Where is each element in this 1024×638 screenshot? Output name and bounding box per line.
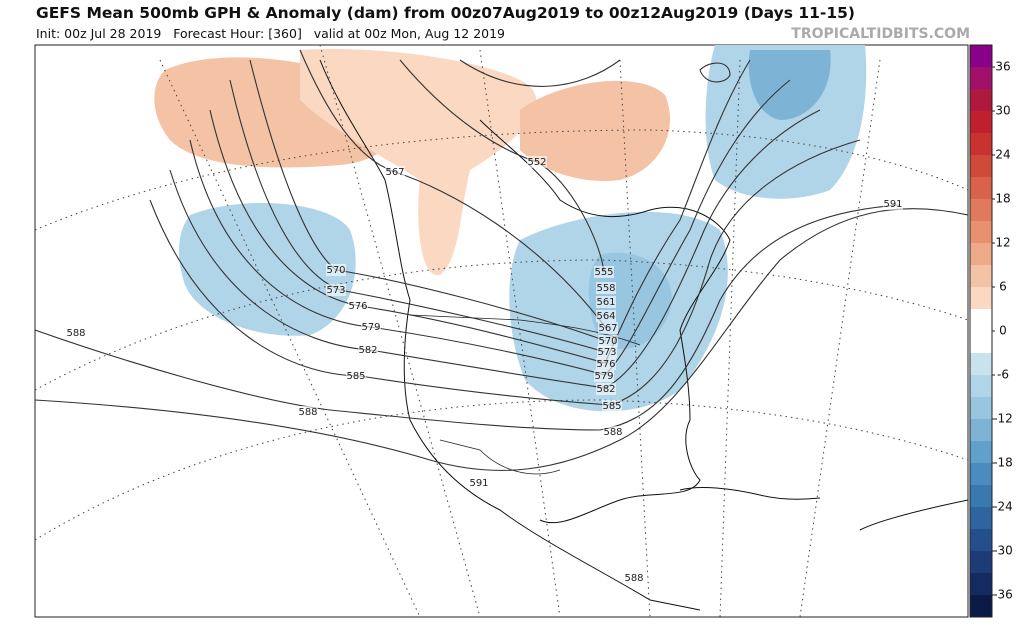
contour-label-bg	[527, 156, 547, 168]
colorbar-tick-label: -12	[993, 412, 1013, 426]
contour-label: 588	[66, 328, 85, 339]
contour-label: 579	[594, 371, 613, 382]
contour-label-bg	[596, 310, 616, 322]
contour-label: 567	[385, 167, 404, 178]
anomaly-positive	[300, 49, 537, 276]
contour-label-bg	[594, 266, 614, 278]
contour-label: 576	[348, 301, 367, 312]
contour-label: 591	[883, 199, 902, 210]
map	[34, 44, 969, 618]
colorbar-tick-label: -6	[997, 368, 1009, 382]
contour-label-bg	[596, 282, 616, 294]
contour-label: 579	[361, 322, 380, 333]
colorbar-segment	[970, 331, 992, 354]
contour-label: 582	[358, 345, 377, 356]
contour-label-bg	[66, 327, 86, 339]
colorbar-segment	[970, 243, 992, 266]
contour-label-bg	[597, 346, 617, 358]
colorbar-segment	[970, 265, 992, 288]
colorbar-segment	[970, 441, 992, 464]
contour-label: 588	[298, 407, 317, 418]
colorbar-segment	[970, 419, 992, 442]
subtitle: Init: 00z Jul 28 2019 Forecast Hour: [36…	[36, 26, 505, 41]
colorbar-segment	[970, 133, 992, 156]
colorbar-segment	[970, 199, 992, 222]
colorbar-segment	[970, 89, 992, 112]
colorbar-segment	[970, 155, 992, 178]
contour-label: 591	[469, 478, 488, 489]
contour-label: 588	[603, 427, 622, 438]
colorbar-tick-label: -30	[993, 544, 1013, 558]
colorbar-segment	[970, 397, 992, 420]
colorbar-tick-label: -18	[993, 456, 1013, 470]
contour-label: 588	[624, 573, 643, 584]
contour-label-bg	[598, 322, 618, 334]
colorbar-segment	[970, 221, 992, 244]
contour-label: 576	[596, 359, 615, 370]
brand: TROPICALTIDBITS.COM	[791, 26, 970, 42]
colorbar-segment	[970, 595, 992, 618]
anomaly-negative	[178, 203, 356, 336]
contour-label-bg	[358, 344, 378, 356]
contour-label: 573	[597, 347, 616, 358]
contour-label-bg	[326, 284, 346, 296]
colorbar-segment	[970, 463, 992, 486]
colorbar-segment	[970, 177, 992, 200]
colorbar-segment	[970, 353, 992, 376]
colorbar-tick-label: 30	[995, 104, 1010, 118]
contour-label-bg	[603, 426, 623, 438]
contour-label: 564	[596, 311, 615, 322]
contour-label-bg	[624, 572, 644, 584]
colorbar: 36 30 24 18 12 6 0 -6 -12 -18 -24 -30 -36	[969, 44, 1013, 618]
contour-label-bg	[596, 296, 616, 308]
title: GEFS Mean 500mb GPH & Anomaly (dam) from…	[36, 4, 855, 22]
contour-label-bg	[348, 300, 368, 312]
contour-label-bg	[598, 335, 618, 347]
contour-label: 570	[598, 336, 617, 347]
colorbar-segment	[970, 287, 992, 310]
contour-label-bg	[602, 400, 622, 412]
colorbar-tick-label: 18	[995, 192, 1010, 206]
contour-label: 555	[594, 267, 613, 278]
colorbar-segment	[970, 485, 992, 508]
contour-label: 552	[527, 157, 546, 168]
colorbar-tick-label: 12	[995, 236, 1010, 250]
colorbar-segment	[970, 573, 992, 596]
colorbar-segment	[970, 551, 992, 574]
anomaly-negative	[748, 50, 831, 120]
contour-label: 585	[346, 371, 365, 382]
contour-label-bg	[594, 370, 614, 382]
colorbar-tick-label: -24	[993, 500, 1013, 514]
contour-label: 561	[596, 297, 615, 308]
colorbar-tick-label: -36	[993, 588, 1013, 602]
contour-label: 585	[602, 401, 621, 412]
colorbar-segment	[970, 45, 992, 68]
contour-label: 567	[598, 323, 617, 334]
colorbar-segment	[970, 309, 992, 332]
colorbar-tick-label: 24	[995, 148, 1010, 162]
contour-label-bg	[596, 358, 616, 370]
colorbar-segment	[970, 111, 992, 134]
contour-label-bg	[469, 477, 489, 489]
colorbar-segment	[970, 507, 992, 530]
colorbar-segment	[970, 67, 992, 90]
contour-label: 573	[326, 285, 345, 296]
colorbar-tick-label: 0	[999, 324, 1007, 338]
contour-label: 570	[326, 265, 345, 276]
contour-label: 582	[596, 384, 615, 395]
contour-label-bg	[385, 166, 405, 178]
contour-label: 558	[596, 283, 615, 294]
contour-label-bg	[326, 264, 346, 276]
contour-label-bg	[361, 321, 381, 333]
contour-label-bg	[298, 406, 318, 418]
colorbar-segment	[970, 375, 992, 398]
contour-labels: 5675525705735765795825855885885915915555…	[66, 156, 903, 584]
contour-label-bg	[883, 198, 903, 210]
colorbar-tick-label: 36	[995, 60, 1010, 74]
contour-label-bg	[346, 370, 366, 382]
colorbar-tick-label: 6	[999, 280, 1007, 294]
contour-label-bg	[596, 383, 616, 395]
colorbar-segment	[970, 529, 992, 552]
